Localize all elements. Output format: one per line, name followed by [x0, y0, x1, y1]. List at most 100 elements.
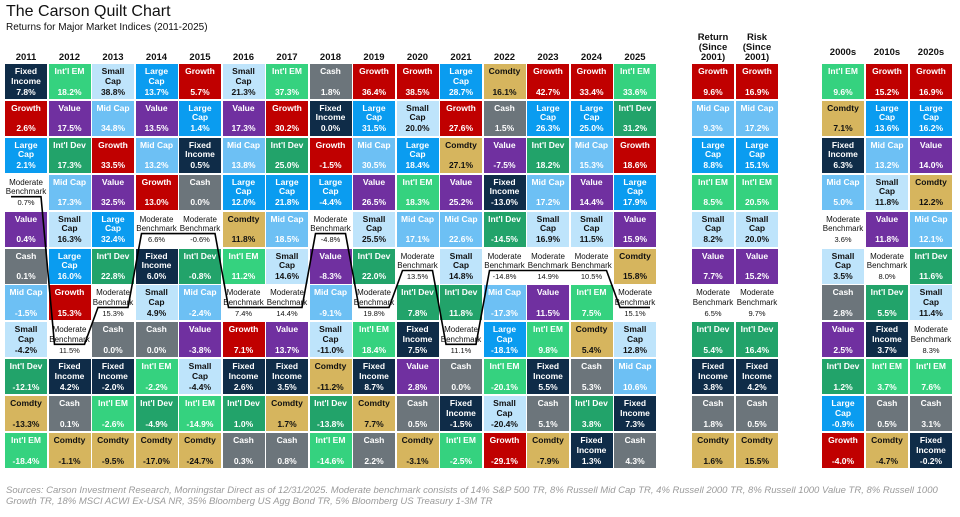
cell-moderate-benchmark: Moderate Benchmark 14.9% — [527, 248, 569, 284]
cell-value: Value 15.9% — [614, 211, 656, 247]
cell-return-value: 5.3% — [581, 381, 602, 392]
cell-int-l-dev: Int'l Dev 16.4% — [736, 322, 778, 358]
cell-cash: Cash 0.1% — [48, 396, 91, 432]
cell-return-value: 9.6% — [833, 86, 853, 97]
cell-fixed-income: Fixed Income -0.2% — [910, 433, 952, 468]
cell-small-cap: Small Cap -4.2% — [5, 322, 47, 358]
cell-asset-label: Large Cap — [144, 66, 169, 86]
cell-small-cap: Small Cap 12.8% — [614, 322, 656, 358]
cell-asset-label: Cash — [746, 398, 768, 409]
cell-comdty: Comdty -7.9% — [527, 433, 569, 468]
year-header-2021: 2021 — [450, 52, 472, 63]
cell-return-value: -2.5% — [449, 455, 473, 466]
cell-comdty: Comdty 1.6% — [692, 433, 734, 468]
cell-asset-label: Fixed Income — [11, 66, 41, 86]
cell-return-value: 0.3% — [233, 455, 254, 466]
cell-cash: Cash 2.2% — [353, 433, 395, 468]
cell-fixed-income: Fixed Income 6.3% — [822, 137, 864, 173]
year-header-2019: 2019 — [363, 52, 385, 63]
cell-asset-label: Small Cap — [232, 66, 255, 86]
cell-asset-label: Value — [701, 250, 725, 261]
cell-return-value: 13.5% — [144, 123, 169, 134]
cell-asset-label: Cash — [494, 102, 515, 113]
cell-return-value: -7.9% — [536, 455, 560, 466]
cell-asset-label: Cash — [581, 361, 602, 372]
cell-asset-label: Fixed Income — [446, 398, 476, 418]
cell-asset-label: Int'l Dev — [618, 102, 652, 113]
cell-int-l-em: Int'l EM 18.2% — [48, 64, 91, 99]
cell-return-value: 14.4% — [276, 308, 298, 318]
cell-int-l-em: Int'l EM 11.2% — [222, 248, 265, 284]
cell-int-l-dev: Int'l Dev 22.8% — [92, 248, 134, 284]
cell-asset-label: Large Cap — [14, 139, 38, 160]
cell-asset-label: Int'l EM — [315, 435, 346, 445]
cell-asset-label: Cash — [407, 398, 428, 409]
cell-asset-label: Small Cap — [449, 250, 473, 270]
cell-asset-label: Int'l EM — [916, 361, 946, 372]
cell-growth: Growth 36.4% — [353, 64, 395, 99]
cell-moderate-benchmark: Moderate Benchmark 11.1% — [440, 322, 482, 358]
cell-asset-label: Comdty — [697, 435, 729, 445]
cell-int-l-em: Int'l EM 20.5% — [736, 174, 778, 210]
cell-large-cap: Large Cap 8.8% — [692, 137, 734, 173]
cell-return-value: 32.4% — [100, 234, 126, 245]
cell-asset-label: Int'l EM — [533, 324, 563, 335]
cell-moderate-benchmark: Moderate Benchmark 10.5% — [570, 248, 613, 284]
cell-growth: Growth -4.0% — [822, 433, 864, 468]
cell-return-value: 4.9% — [146, 307, 167, 318]
cell-mid-cap: Mid Cap 17.2% — [736, 100, 778, 136]
cell-asset-label: Comdty — [271, 398, 303, 409]
cell-return-value: 0.7% — [17, 198, 35, 208]
cell-asset-label: Int'l Dev — [96, 250, 130, 261]
cell-asset-label: Mid Cap — [400, 213, 435, 224]
cell-return-value: 3.5% — [833, 271, 853, 281]
cell-fixed-income: Fixed Income 4.2% — [736, 359, 778, 395]
cell-asset-label: Moderate Benchmark — [179, 214, 221, 234]
cell-return-value: 11.8% — [875, 234, 899, 245]
cell-asset-label: Comdty — [10, 398, 42, 409]
cell-return-value: 0.8% — [277, 455, 297, 466]
cell-return-value: 14.0% — [918, 160, 944, 171]
cell-mid-cap: Mid Cap 13.2% — [135, 137, 178, 173]
cell-asset-label: Value — [831, 324, 855, 335]
year-header-2011: 2011 — [15, 52, 37, 63]
cell-return-value: 1.0% — [233, 418, 254, 429]
cell-return-value: -1.5% — [14, 307, 38, 318]
cell-int-l-dev: Int'l Dev -0.8% — [179, 248, 221, 284]
cell-asset-label: Mid Cap — [183, 287, 217, 298]
cell-large-cap: Large Cap 28.7% — [440, 64, 482, 99]
cell-asset-label: Large Cap — [405, 139, 430, 160]
cell-return-value: 11.5% — [536, 307, 560, 318]
cell-asset-label: Large Cap — [579, 102, 604, 123]
cell-asset-label: Growth — [533, 66, 563, 76]
cell-return-value: 21.3% — [231, 86, 256, 97]
cell-asset-label: Fixed Income — [315, 102, 346, 123]
cell-asset-label: Fixed Income — [533, 361, 563, 381]
cell-asset-label: Growth — [315, 139, 346, 150]
cell-asset-label: Moderate Benchmark — [49, 325, 90, 344]
cell-return-value: 15.3% — [57, 307, 82, 318]
cell-asset-label: Int'l Dev — [227, 398, 260, 409]
cell-int-l-em: Int'l EM 7.6% — [910, 359, 952, 395]
cell-return-value: 5.5% — [538, 381, 558, 392]
cell-asset-label: Comdty — [827, 102, 859, 113]
cell-return-value: 33.5% — [100, 160, 126, 171]
cell-return-value: 22.0% — [361, 271, 387, 281]
cell-large-cap: Large Cap 21.8% — [266, 174, 308, 210]
cell-mid-cap: Mid Cap 17.3% — [48, 174, 91, 210]
cell-asset-label: Large Cap — [831, 398, 855, 418]
year-header-2012: 2012 — [58, 52, 81, 63]
cell-fixed-income: Fixed Income 7.5% — [396, 322, 439, 358]
cell-asset-label: Fixed Income — [916, 435, 946, 455]
cell-return-value: 1.7% — [277, 418, 297, 429]
cell-asset-label: Small Cap — [919, 287, 943, 307]
cell-return-value: -4.0% — [831, 455, 855, 466]
cell-asset-label: Mid Cap — [914, 213, 948, 224]
cell-return-value: 31.5% — [361, 123, 387, 134]
cell-cash: Cash 0.0% — [440, 359, 482, 395]
cell-large-cap: Large Cap -0.9% — [822, 396, 864, 432]
cell-asset-label: Growth — [228, 324, 259, 335]
cell-growth: Growth 33.5% — [92, 137, 134, 173]
cell-asset-label: Cash — [102, 324, 124, 335]
cell-int-l-em: Int'l EM 8.5% — [692, 174, 734, 210]
